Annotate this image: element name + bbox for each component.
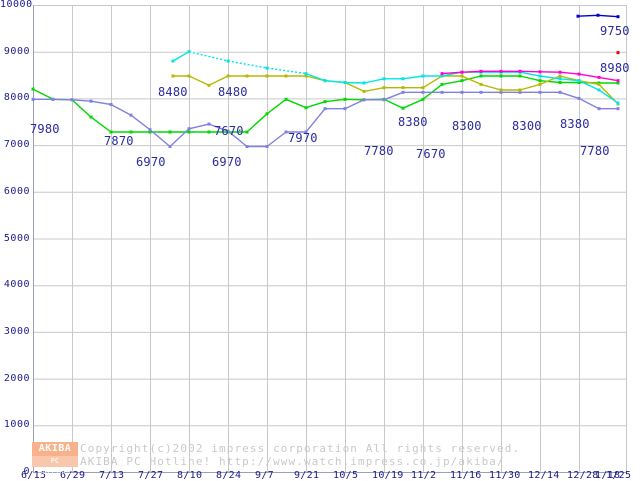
y-tick-label: 1000 xyxy=(3,419,30,431)
value-annotation: 7670 xyxy=(416,147,446,161)
x-tick-label: 1/18 xyxy=(595,470,621,481)
y-tick-label: 7000 xyxy=(3,139,30,151)
akiba-pc-hotline-logo: AKIBA PC Hotline! xyxy=(32,442,78,476)
x-tick-label: 11/16 xyxy=(450,470,482,481)
series-navy xyxy=(576,13,620,19)
series-periwinkle xyxy=(31,90,620,149)
x-tick-label: 6/15 xyxy=(21,470,47,481)
y-tick-label: 9000 xyxy=(3,45,30,57)
site-url-line: AKIBA PC Hotline! http://www.watch.impre… xyxy=(80,455,505,468)
series-cyan xyxy=(171,50,620,105)
series-magenta xyxy=(440,69,620,83)
value-annotation: 7980 xyxy=(30,122,60,136)
value-annotation: 8380 xyxy=(398,115,428,129)
logo-subtitle: PC Hotline! xyxy=(32,456,78,476)
value-annotation: 8380 xyxy=(560,117,590,131)
value-annotation: 8980 xyxy=(600,61,630,75)
value-annotation: 7780 xyxy=(580,144,610,158)
value-annotation: 7670 xyxy=(214,124,244,138)
y-tick-label: 2000 xyxy=(3,372,30,384)
value-annotation: 8480 xyxy=(218,85,248,99)
value-annotation: 9750 xyxy=(600,24,630,38)
x-tick-label: 10/5 xyxy=(333,470,359,481)
x-tick-label: 6/29 xyxy=(60,470,86,481)
x-tick-label: 11/30 xyxy=(489,470,521,481)
y-tick-label: 8000 xyxy=(3,92,30,104)
y-tick-label: 3000 xyxy=(3,325,30,337)
copyright-line: Copyright(c)2002 impress corporation All… xyxy=(80,442,521,455)
x-tick-label: 12/14 xyxy=(528,470,560,481)
value-annotation: 6970 xyxy=(212,155,242,169)
value-annotation: 7870 xyxy=(104,134,134,148)
logo-title: AKIBA xyxy=(32,442,78,456)
y-tick-label: 4000 xyxy=(3,279,30,291)
value-annotation: 8300 xyxy=(452,119,482,133)
x-tick-label: 12/28 xyxy=(567,470,599,481)
y-tick-label: 5000 xyxy=(3,232,30,244)
x-tick-label: 8/10 xyxy=(177,470,203,481)
x-tick-label: 1/25 xyxy=(606,470,632,481)
y-tick-label: 6000 xyxy=(3,185,30,197)
y-tick-label: 0 xyxy=(23,466,30,477)
x-tick-label: 7/13 xyxy=(99,470,125,481)
x-tick-label: 8/24 xyxy=(216,470,242,481)
value-annotation: 8300 xyxy=(512,119,542,133)
value-annotation: 7970 xyxy=(288,131,318,145)
value-annotation: 7780 xyxy=(364,144,394,158)
y-tick-label: 10000 xyxy=(0,0,33,10)
series-red-point xyxy=(616,51,620,55)
x-tick-label: 9/7 xyxy=(255,470,274,481)
x-tick-label: 11/2 xyxy=(411,470,437,481)
x-tick-label: 9/21 xyxy=(294,470,320,481)
x-tick-label: 10/19 xyxy=(372,470,404,481)
value-annotation: 6970 xyxy=(136,155,166,169)
footer-watermark: Copyright(c)2002 impress corporation All… xyxy=(0,441,640,471)
value-annotation: 8480 xyxy=(158,85,188,99)
x-tick-label: 7/27 xyxy=(138,470,164,481)
